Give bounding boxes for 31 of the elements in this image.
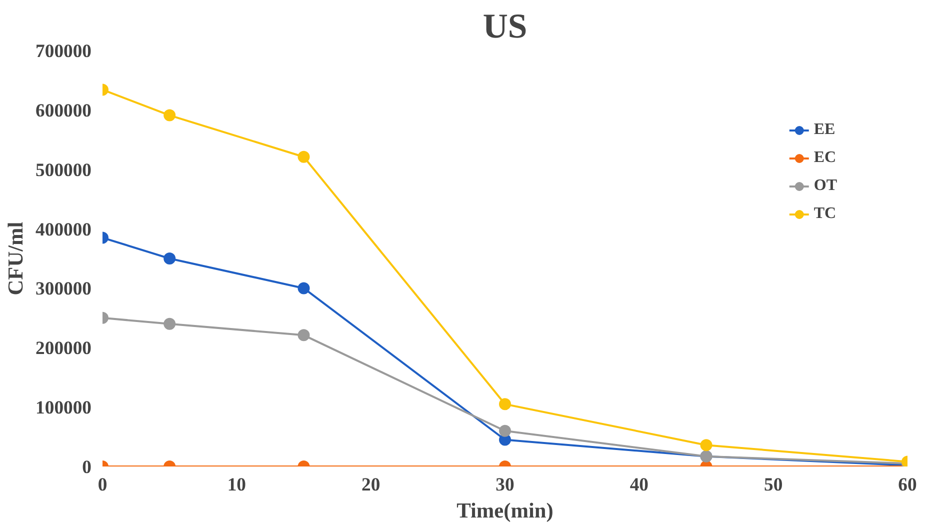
x-axis-title: Time(min) [456, 498, 554, 522]
point [298, 150, 310, 163]
y-tick-label: 0 [82, 457, 92, 478]
x-tick-label: 60 [898, 474, 917, 496]
chart-title: US [482, 8, 528, 46]
legend-label: TC [814, 205, 836, 223]
point [164, 252, 176, 264]
point [298, 282, 310, 294]
x-tick-label: 0 [98, 474, 108, 496]
legend-label: EC [814, 149, 836, 167]
y-tick-label: 600000 [36, 100, 92, 122]
x-tick-label: 20 [362, 474, 380, 496]
legend-label: OT [814, 177, 837, 195]
y-tick-label: 400000 [36, 219, 92, 240]
point [499, 398, 511, 410]
legend-label: EE [814, 121, 836, 139]
x-tick-label: 30 [496, 474, 514, 496]
point [499, 424, 511, 437]
point [298, 329, 310, 342]
point [164, 318, 176, 330]
y-tick-label: 200000 [36, 338, 92, 360]
x-tick-label: 40 [630, 474, 648, 496]
x-tick-label: 10 [227, 474, 246, 496]
y-tick-label: 700000 [36, 41, 92, 62]
point [700, 439, 712, 452]
x-tick-label: 50 [764, 474, 783, 496]
y-axis-title: CFU/ml [4, 222, 28, 296]
y-tick-label: 300000 [36, 278, 92, 300]
y-tick-label: 100000 [36, 398, 92, 419]
point [164, 109, 176, 122]
y-tick-label: 500000 [36, 160, 92, 181]
